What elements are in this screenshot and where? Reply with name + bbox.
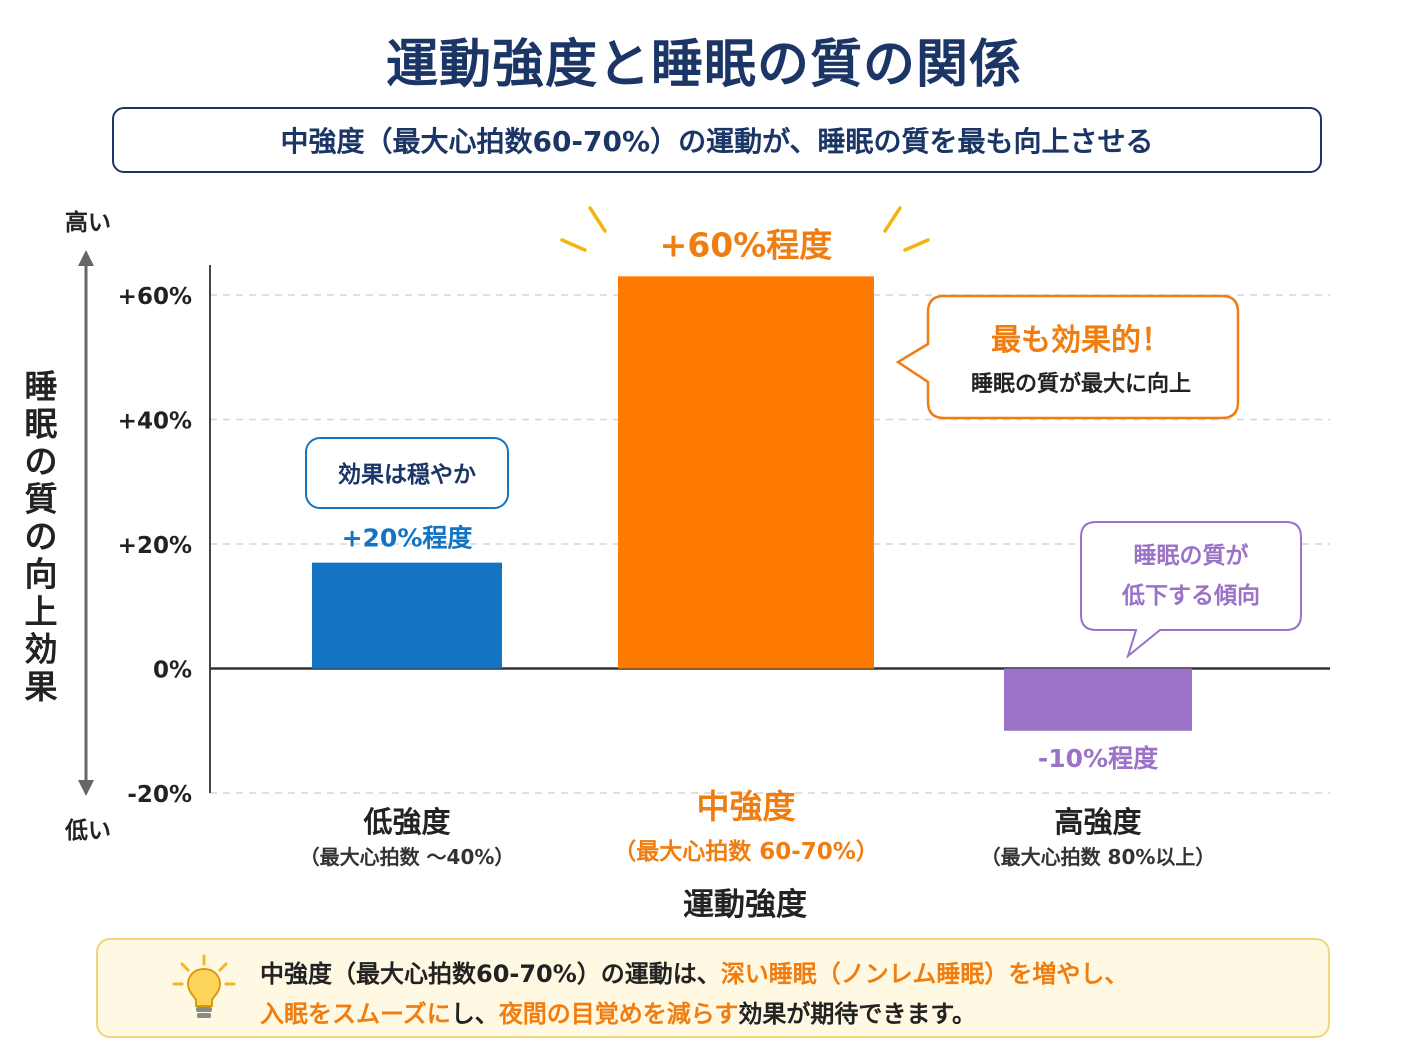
subtitle: 中強度（最大心拍数60-70%）の運動が、睡眠の質を最も向上させる (280, 125, 1154, 158)
x-tick-sublabel: （最大心拍数 80%以上） (981, 845, 1216, 869)
subtitle-box: 中強度（最大心拍数60-70%）の運動が、睡眠の質を最も向上させる (112, 107, 1322, 173)
tip-box: 中強度（最大心拍数60-70%）の運動は、深い睡眠（ノンレム睡眠）を増やし、入眠… (96, 938, 1330, 1038)
y-tick-label: +60% (118, 284, 192, 310)
y-axis-title-char: 眠 (25, 405, 58, 444)
x-axis-title: 運動強度 (683, 887, 807, 923)
y-axis-title-char: の (25, 442, 58, 481)
y-axis-title-char: の (25, 517, 58, 556)
x-tick-label: 中強度 (697, 787, 796, 826)
lightbulb-icon (172, 954, 236, 1018)
bar-中強度 (618, 276, 874, 669)
y-axis-title-char: 果 (25, 667, 58, 706)
y-tick-label: -20% (127, 782, 192, 808)
bar-低強度 (312, 562, 502, 669)
tip-part: し、 (450, 1000, 499, 1028)
sparkle-icon (588, 206, 607, 233)
sparkle-icon (883, 206, 902, 233)
tip-part: 効果が期待できます。 (738, 1000, 976, 1028)
page-title: 運動強度と睡眠の質の関係 (385, 35, 1022, 95)
x-tick-label: 高強度 (1054, 805, 1141, 839)
annotation-text: 効果は穏やか (338, 461, 476, 488)
tip-part-highlight: 入眠をスムーズに (260, 1000, 451, 1028)
tip-part-highlight: 深い睡眠（ノンレム睡眠）を増やし、 (720, 960, 1129, 988)
chart: -20%0%+20%+40%+60%高い低い睡眠の質の向上効果+20%程度+60… (25, 206, 1330, 923)
annotation-text: 睡眠の質が最大に向上 (971, 371, 1191, 397)
sparkle-icon (903, 238, 930, 252)
x-tick-sublabel: （最大心拍数 〜40%） (300, 845, 515, 869)
y-tick-label: +20% (118, 533, 192, 559)
bar-高強度 (1004, 668, 1192, 731)
y-axis-title-char: 上 (25, 592, 58, 631)
y-axis-title-char: 効 (25, 630, 58, 669)
tip-text: 中強度（最大心拍数60-70%）の運動は、深い睡眠（ノンレム睡眠）を増やし、入眠… (260, 954, 1310, 1034)
annotation-text: 低下する傾向 (1121, 582, 1260, 609)
value-label: +60%程度 (660, 225, 833, 264)
y-tick-label: +40% (118, 409, 192, 435)
annotation-box (1080, 521, 1302, 659)
x-tick-label: 低強度 (362, 805, 450, 839)
y-label-top: 高い (65, 209, 111, 236)
annotation-text: 睡眠の質が (1134, 542, 1249, 569)
annotation-box (305, 437, 509, 509)
x-tick-sublabel: （最大心拍数 60-70%） (613, 838, 879, 865)
annotation-box (895, 294, 1240, 420)
arrow-down-icon (78, 780, 94, 796)
y-axis-title-char: 向 (25, 555, 58, 594)
y-label-bottom: 低い (64, 818, 111, 844)
y-axis-title-char: 質 (25, 480, 58, 519)
value-label: +20%程度 (342, 524, 473, 553)
annotation-title: 最も効果的！ (991, 323, 1171, 358)
tip-part: 中強度（最大心拍数60-70%）の運動は、 (260, 960, 721, 988)
value-label: -10%程度 (1038, 744, 1158, 773)
arrow-up-icon (78, 250, 94, 266)
tip-part-highlight: 夜間の目覚めを減らす (498, 1000, 739, 1028)
y-axis-title-char: 睡 (25, 367, 58, 406)
sparkle-icon (560, 238, 587, 252)
y-tick-label: 0% (153, 658, 192, 684)
